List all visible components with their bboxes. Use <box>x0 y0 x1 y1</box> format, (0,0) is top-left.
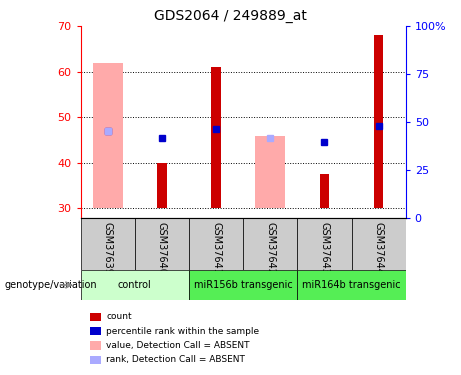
Bar <box>189 217 243 270</box>
Text: control: control <box>118 280 152 290</box>
Bar <box>352 217 406 270</box>
Text: GSM37643: GSM37643 <box>319 222 330 274</box>
Bar <box>81 270 189 300</box>
Bar <box>255 135 285 209</box>
Bar <box>243 217 297 270</box>
Text: genotype/variation: genotype/variation <box>5 280 97 290</box>
Text: rank, Detection Call = ABSENT: rank, Detection Call = ABSENT <box>106 355 245 364</box>
Bar <box>93 63 123 208</box>
Bar <box>297 270 406 300</box>
Text: GSM37644: GSM37644 <box>373 222 384 274</box>
Text: value, Detection Call = ABSENT: value, Detection Call = ABSENT <box>106 341 249 350</box>
Text: GSM37642: GSM37642 <box>265 222 275 275</box>
Bar <box>297 217 352 270</box>
Bar <box>81 217 135 270</box>
Bar <box>135 217 189 270</box>
Text: GDS2064 / 249889_at: GDS2064 / 249889_at <box>154 9 307 23</box>
Text: GSM37641: GSM37641 <box>211 222 221 274</box>
Bar <box>374 35 384 209</box>
Text: count: count <box>106 312 132 321</box>
Text: GSM37639: GSM37639 <box>103 222 113 274</box>
Bar <box>189 270 297 300</box>
Text: miR156b transgenic: miR156b transgenic <box>194 280 293 290</box>
Text: miR164b transgenic: miR164b transgenic <box>302 280 401 290</box>
Bar <box>319 174 329 208</box>
Text: percentile rank within the sample: percentile rank within the sample <box>106 327 259 336</box>
Bar <box>157 163 167 209</box>
Text: GSM37640: GSM37640 <box>157 222 167 274</box>
Bar <box>211 67 221 209</box>
